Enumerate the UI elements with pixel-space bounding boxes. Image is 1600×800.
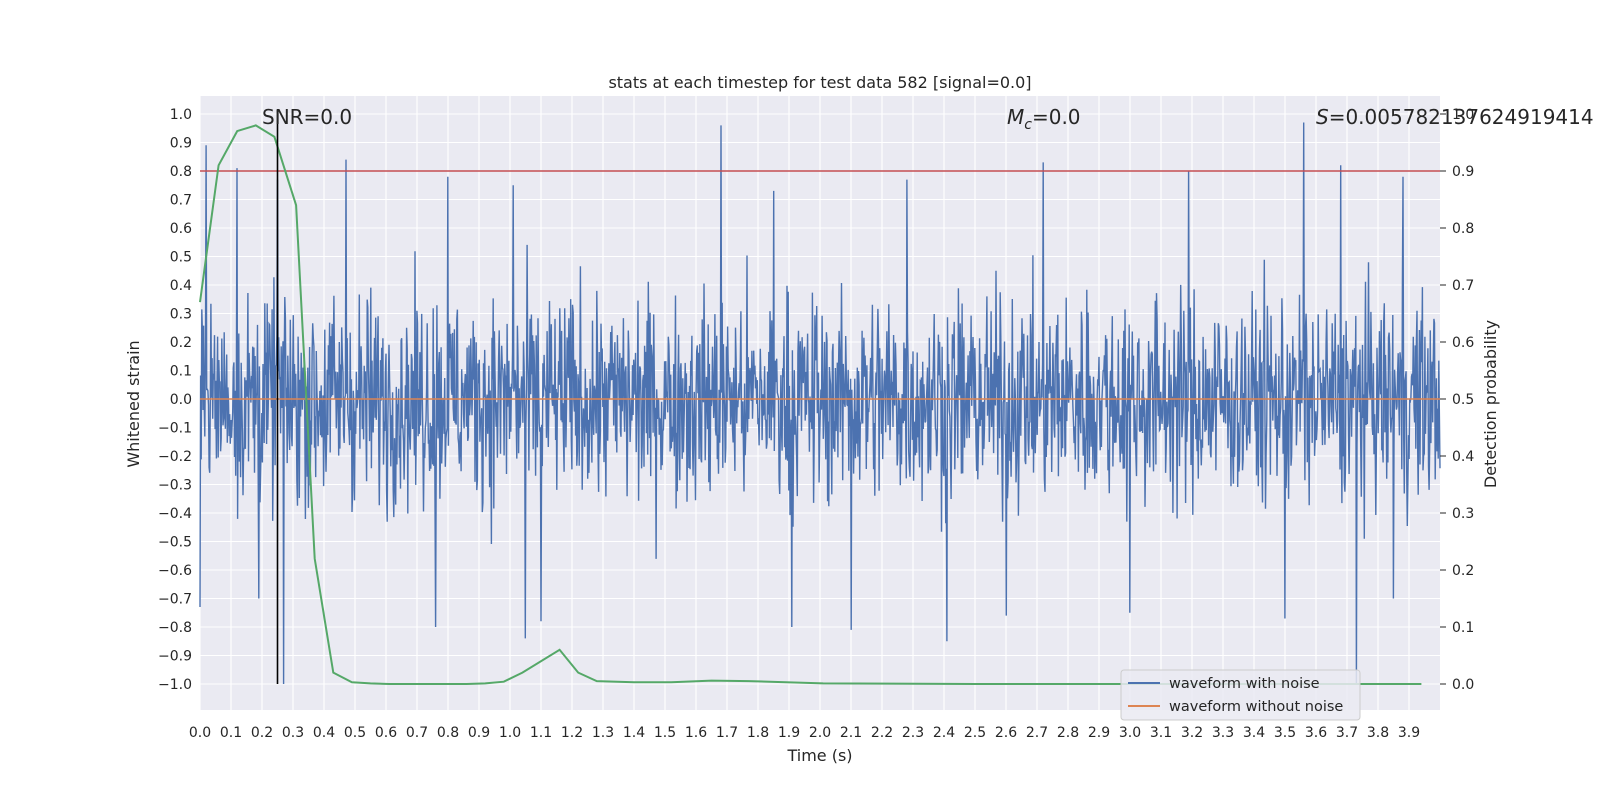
y-tick-label: −0.3 (158, 478, 192, 494)
x-tick-label: 3.7 (1336, 725, 1358, 741)
y-tick-label: −0.9 (158, 649, 192, 665)
y2-tick-label: 0.6 (1452, 335, 1474, 351)
x-tick-label: 0.0 (189, 725, 211, 741)
x-tick-label: 0.6 (375, 725, 397, 741)
x-tick-label: 0.2 (251, 725, 273, 741)
probability-trace (199, 124, 1422, 685)
series-waveform-with-noise (199, 122, 1441, 685)
y-tick-label: 1.0 (170, 107, 192, 123)
y-tick-label: −0.2 (158, 449, 192, 465)
y2-tick-label: 0.8 (1452, 221, 1474, 237)
y-tick-label: 0.4 (170, 278, 192, 294)
y2-tick-label: 0.5 (1452, 392, 1474, 408)
x-tick-label: 3.4 (1243, 725, 1265, 741)
x-tick-label: 1.9 (778, 725, 800, 741)
y2-tick-label: 0.1 (1452, 620, 1474, 636)
y-tick-label: −0.5 (158, 535, 192, 551)
x-tick-label: 3.2 (1181, 725, 1203, 741)
x-tick-label: 1.6 (685, 725, 707, 741)
x-axis-ticks: 0.0 0.1 0.2 0.3 0.4 0.5 0.6 0.7 0.8 0.9 1.0 1.1 1.2 1… (189, 725, 1420, 741)
x-tick-label: 0.7 (406, 725, 428, 741)
x-tick-label: 0.9 (468, 725, 490, 741)
y-tick-label: 0.0 (170, 392, 192, 408)
x-tick-label: 1.5 (654, 725, 676, 741)
annotation-snr: SNR=0.0 (262, 105, 352, 129)
y-tick-label: −0.1 (158, 421, 192, 437)
y-tick-label: −0.8 (158, 620, 192, 636)
y2-tick-label: 0.2 (1452, 563, 1474, 579)
y-axis-ticks: 1.0 0.9 0.8 0.7 0.6 0.5 0.4 0.3 0.2 0.1 0.0 −0.1 −0.… (158, 107, 192, 693)
x-tick-label: 2.0 (809, 725, 831, 741)
y-tick-label: −0.4 (158, 506, 192, 522)
x-tick-label: 2.9 (1088, 725, 1110, 741)
y-tick-label: 0.9 (170, 136, 192, 152)
x-tick-label: 0.4 (313, 725, 335, 741)
x-tick-label: 2.7 (1026, 725, 1048, 741)
y2-tick-label: 0.0 (1452, 677, 1474, 693)
y2-axis-ticks: 1.0 0.9 0.8 0.7 0.6 0.5 0.4 0.3 0.2 0.1 0.0 (1440, 107, 1474, 693)
y-tick-label: 0.7 (170, 193, 192, 209)
y2-tick-label: 0.4 (1452, 449, 1474, 465)
x-tick-label: 2.4 (933, 725, 955, 741)
legend-label-noise: waveform with noise (1169, 676, 1320, 692)
x-tick-label: 1.8 (747, 725, 769, 741)
x-tick-label: 1.4 (623, 725, 645, 741)
series-detection-probability (199, 124, 1422, 685)
y-tick-label: 0.6 (170, 221, 192, 237)
x-tick-label: 3.5 (1274, 725, 1296, 741)
x-tick-label: 1.2 (561, 725, 583, 741)
x-tick-label: 2.6 (995, 725, 1017, 741)
x-tick-label: 1.7 (716, 725, 738, 741)
y-axis-label: Whitened strain (124, 340, 143, 467)
legend-label-clean: waveform without noise (1169, 699, 1343, 715)
x-tick-label: 3.1 (1150, 725, 1172, 741)
x-tick-label: 2.5 (964, 725, 986, 741)
chart-title: stats at each timestep for test data 582… (608, 73, 1031, 92)
x-tick-label: 2.1 (840, 725, 862, 741)
noise-trace (199, 122, 1441, 685)
x-tick-label: 3.8 (1367, 725, 1389, 741)
y2-tick-label: 0.9 (1452, 164, 1474, 180)
x-tick-label: 3.9 (1398, 725, 1420, 741)
x-tick-label: 3.6 (1305, 725, 1327, 741)
annotation-mc: Mc=0.0 (1007, 105, 1081, 133)
x-tick-label: 3.3 (1212, 725, 1234, 741)
x-axis-label: Time (s) (786, 746, 852, 765)
x-tick-label: 2.3 (902, 725, 924, 741)
y2-tick-label: 0.3 (1452, 506, 1474, 522)
y-tick-label: 0.1 (170, 364, 192, 380)
y-tick-label: 0.5 (170, 250, 192, 266)
y-tick-label: −0.7 (158, 592, 192, 608)
y2-tick-label: 0.7 (1452, 278, 1474, 294)
x-tick-label: 1.0 (499, 725, 521, 741)
x-tick-label: 0.1 (220, 725, 242, 741)
x-tick-label: 3.0 (1119, 725, 1141, 741)
legend-box (1120, 669, 1361, 721)
x-tick-label: 0.3 (282, 725, 304, 741)
x-tick-label: 0.8 (437, 725, 459, 741)
y2-axis-label: Detection probability (1481, 320, 1500, 488)
y-tick-label: 0.8 (170, 164, 192, 180)
y2-tick-label: 1.0 (1452, 107, 1474, 123)
legend: waveform with noise waveform without noi… (1120, 669, 1361, 721)
x-tick-label: 1.1 (530, 725, 552, 741)
x-tick-label: 2.8 (1057, 725, 1079, 741)
y-tick-label: −0.6 (158, 563, 192, 579)
y-tick-label: 0.3 (170, 307, 192, 323)
x-tick-label: 0.5 (344, 725, 366, 741)
y-tick-label: 0.2 (170, 335, 192, 351)
x-tick-label: 2.2 (871, 725, 893, 741)
y-tick-label: −1.0 (158, 677, 192, 693)
x-tick-label: 1.3 (592, 725, 614, 741)
annotation-s: S=0.005782137624919414 (1316, 105, 1594, 129)
